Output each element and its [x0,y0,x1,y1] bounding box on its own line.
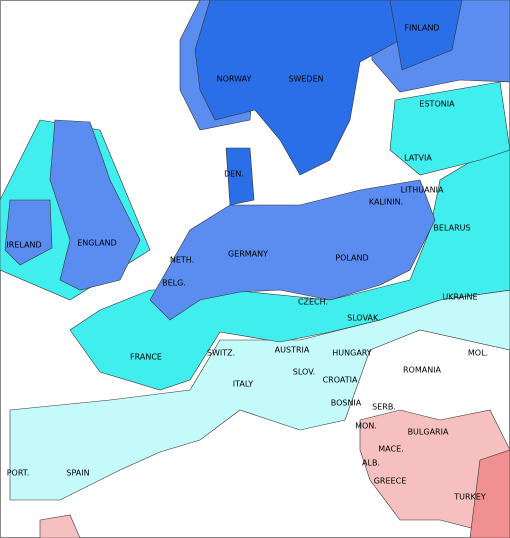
country-label: ESTONIA [419,100,455,109]
zone-blue-central [149,179,436,321]
country-label: UKRAINE [442,293,477,302]
country-label: IRELAND [6,241,41,250]
country-label: SLOVAK. [347,314,381,323]
zone-blue-uk [49,119,141,291]
zone-dark-finland [389,0,463,71]
country-label: BULGARIA [408,428,449,437]
country-label: FRANCE [130,353,162,362]
country-label: GERMANY [228,250,268,259]
country-label: ROMANIA [403,366,442,375]
country-label: MON. [355,422,377,431]
country-labels: FINLAND NORWAY SWEDEN ESTONIA LATVIA DEN. LITH… [6,24,488,502]
zone-blue-ireland [4,199,53,266]
country-label: KALININ. [369,198,403,207]
country-label: CZECH. [298,298,328,307]
country-label: SPAIN [66,469,89,478]
country-label: NETH. [170,256,194,265]
country-label: BELG. [162,279,186,288]
zone-cyan-baltic [389,81,510,176]
country-label: SWITZ. [207,349,235,358]
country-label: LITHUANIA [401,186,444,195]
country-label: HUNGARY [332,349,372,358]
zone-pink-turkey [469,449,510,538]
country-label: MACE. [378,445,403,454]
country-label: LATVIA [404,154,432,163]
country-label: SLOV. [293,368,315,377]
country-label: ALB. [362,459,380,468]
country-label: NORWAY [217,75,252,84]
country-label: AUSTRIA [275,346,310,355]
country-label: FINLAND [404,24,439,33]
country-label: CROATIA [323,376,358,385]
country-label: ENGLAND [77,239,117,248]
country-label: DEN. [224,170,244,179]
country-label: TURKEY [453,493,486,502]
zone-dark-denmark [225,147,255,206]
country-label: BELARUS [433,224,470,233]
country-label: MOL. [468,349,488,358]
country-label: GREECE [374,477,407,486]
zone-pink [359,409,510,538]
country-label: ITALY [233,380,253,389]
zone-light-cyan [9,289,510,501]
country-label: PORT. [7,469,30,478]
country-label: SERB. [372,403,396,412]
country-label: BOSNIA [331,399,362,408]
zone-pink-spain [39,514,81,538]
country-label: POLAND [335,254,368,263]
country-label: SWEDEN [288,75,323,84]
